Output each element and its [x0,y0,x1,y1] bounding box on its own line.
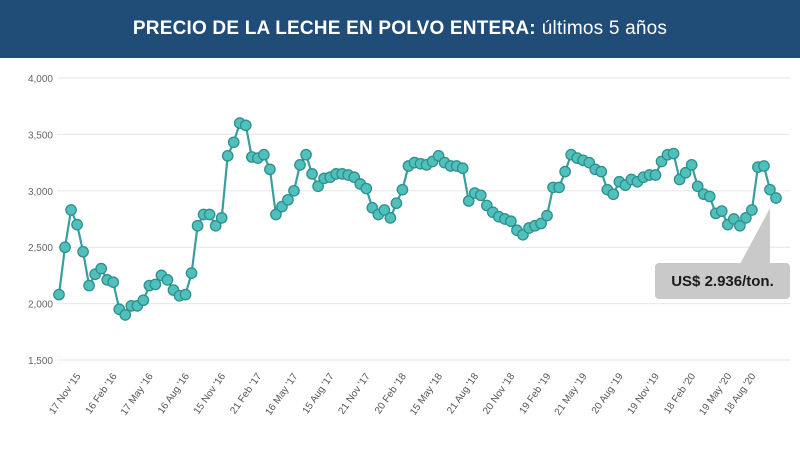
data-point [733,219,746,232]
data-point [215,212,228,224]
data-point [312,180,324,193]
x-tick-label: 17 Nov '15 [47,371,84,417]
data-point [553,181,565,194]
x-tick-label: 21 Feb '17 [228,371,264,416]
y-tick-label: 3,500 [28,130,53,141]
data-point [703,190,716,203]
x-tick-label: 21 Aug '18 [445,371,481,416]
data-point [294,159,306,171]
data-point [758,160,770,172]
x-tick-label: 15 May '18 [408,371,445,417]
x-tick-label: 18 Feb '20 [662,371,698,416]
chart-title-bold: PRECIO DE LA LECHE EN POLVO ENTERA: [132,18,536,39]
data-point [559,165,571,178]
data-point [119,309,132,321]
data-point [691,180,704,193]
x-tick-label: 16 May '17 [264,371,301,417]
data-point [456,162,469,175]
data-point [541,209,553,222]
data-point [65,204,77,216]
data-point [595,165,608,178]
data-point [149,278,162,291]
callout-pointer [740,208,770,264]
data-point [679,166,692,179]
data-point [239,119,252,132]
x-tick-label: 15 Nov '16 [192,371,229,417]
data-point [203,208,216,221]
x-tick-label: 17 May '16 [119,371,156,417]
data-point [667,147,680,160]
data-point [137,294,150,307]
data-point [384,212,397,224]
data-point [462,195,475,207]
data-point [179,288,192,301]
data-point [740,212,752,224]
data-point [191,219,204,232]
data-point [258,148,270,161]
y-tick-label: 3,000 [28,187,53,198]
y-tick-label: 4,000 [28,74,53,85]
data-point [83,279,95,292]
data-point [71,218,83,231]
x-tick-label: 20 Nov '18 [481,371,518,417]
data-point [505,215,517,228]
data-point [306,168,318,180]
x-tick-label: 16 Aug '16 [156,371,192,416]
data-point [264,163,276,176]
data-point [685,159,698,171]
data-point [107,276,120,289]
data-point [300,148,312,161]
data-point [161,274,174,286]
y-tick-label: 1,500 [28,356,53,367]
y-tick-label: 2,500 [28,243,53,254]
x-tick-label: 21 May '19 [553,371,590,417]
data-point [474,189,487,202]
data-point [390,197,403,210]
data-point [209,219,222,232]
data-point [746,204,758,216]
data-point [59,241,71,254]
x-tick-label: 20 Aug '19 [590,371,626,416]
chart-title-light: últimos 5 años [541,18,668,39]
data-point [282,193,294,206]
data-point [770,192,782,204]
y-tick-label: 2,000 [28,300,53,311]
data-point [535,217,547,230]
x-tick-label: 16 Feb '16 [84,371,120,416]
data-point [715,205,728,217]
x-tick-label: 19 Nov '19 [626,371,663,417]
x-tick-label: 20 Feb '18 [373,371,409,416]
chart-title-banner: PRECIO DE LA LECHE EN POLVO ENTERA: últi… [0,0,800,58]
data-point [227,136,240,149]
data-point [221,149,234,162]
data-point [360,182,373,195]
data-point [378,204,391,216]
data-point [396,183,409,196]
x-tick-label: 15 Aug '17 [301,371,337,416]
data-point [185,267,198,279]
data-point [53,288,65,301]
x-tick-label: 21 Nov '17 [336,371,373,417]
callout-text: US$ 2.936/ton. [671,272,774,290]
last-value-callout: US$ 2.936/ton. [655,263,790,299]
data-point [607,188,620,201]
data-point [288,184,300,197]
data-point [270,208,282,221]
data-point [95,262,108,275]
data-point [649,169,662,181]
x-tick-label: 19 Feb '19 [518,371,554,416]
data-point [764,183,776,196]
data-point [77,245,89,258]
